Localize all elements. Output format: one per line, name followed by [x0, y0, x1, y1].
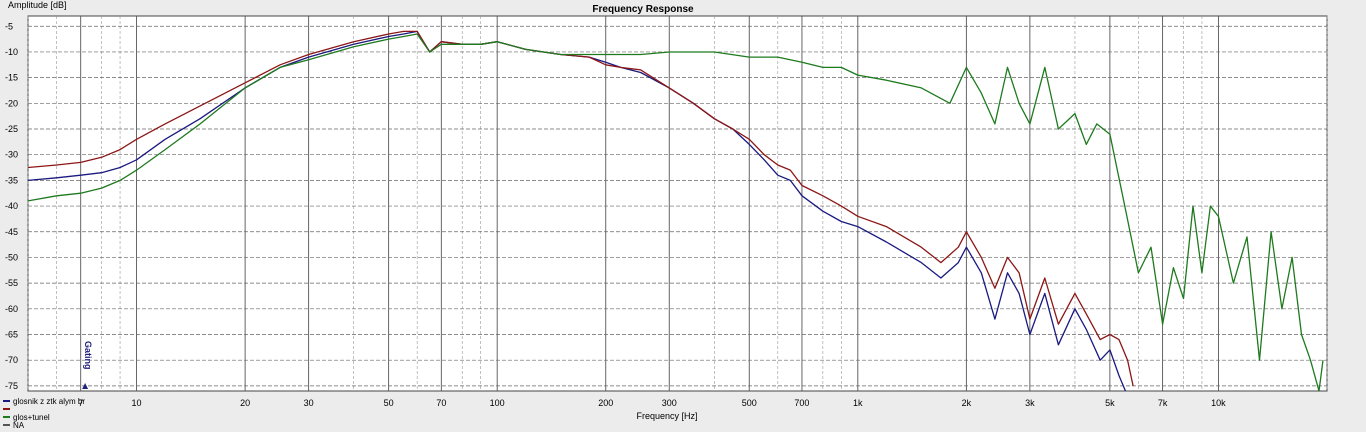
- y-tick-label: -30: [5, 150, 18, 160]
- minor-grid: [27, 16, 1328, 391]
- x-tick-label: 7k: [1158, 398, 1168, 408]
- y-tick-label: -70: [5, 355, 18, 365]
- major-grid: [28, 25, 1327, 387]
- y-tick-label: -5: [5, 21, 13, 31]
- y-tick-label: -20: [5, 98, 18, 108]
- y-axis-label: Amplitude [dB]: [8, 0, 67, 10]
- series-layer: [28, 30, 1324, 391]
- legend-label: glos+tunel: [13, 413, 50, 422]
- x-tick-label: 7: [78, 398, 83, 408]
- y-tick-label: -75: [5, 381, 18, 391]
- y-tick-label: -40: [5, 201, 18, 211]
- y-tick-label: -15: [5, 73, 18, 83]
- x-tick-label: 300: [662, 398, 677, 408]
- x-tick-label: 2k: [962, 398, 972, 408]
- x-tick-label: 500: [742, 398, 757, 408]
- series-line-2: [28, 30, 1134, 387]
- gating-label: Gating: [83, 341, 93, 370]
- x-tick-label: 200: [598, 398, 613, 408]
- gating-marker-icon: [82, 383, 89, 389]
- x-tick-label: 10k: [1211, 398, 1226, 408]
- x-tick-label: 5k: [1105, 398, 1115, 408]
- y-tick-label: -35: [5, 175, 18, 185]
- x-tick-labels: 7 10 20 30 50 70 100 200 300 500 700 1k 2k 3k 5k 7k 10k: [78, 398, 1226, 408]
- y-tick-label: -60: [5, 304, 18, 314]
- x-tick-label: 20: [240, 398, 250, 408]
- x-tick-label: 50: [384, 398, 394, 408]
- x-tick-label: 70: [436, 398, 446, 408]
- x-tick-label: 1k: [853, 398, 863, 408]
- y-tick-label: -45: [5, 227, 18, 237]
- plot-area: [27, 15, 1328, 392]
- annotations: Gating: [82, 341, 93, 389]
- x-axis-label: Frequency [Hz]: [636, 411, 697, 421]
- legend-label: glosnik z ztk alym br: [13, 397, 85, 406]
- chart-title: Frequency Response: [592, 4, 694, 15]
- y-tick-labels: -5 -10 -15 -20 -25 -30 -35 -40 -45 -50 -55 -60 -65 -7…: [5, 21, 18, 391]
- x-tick-label: 10: [132, 398, 142, 408]
- y-tick-label: -50: [5, 252, 18, 262]
- x-tick-label: 30: [304, 398, 314, 408]
- x-tick-label: 700: [794, 398, 809, 408]
- y-tick-label: -25: [5, 124, 18, 134]
- legend-label: NA: [13, 421, 25, 430]
- y-tick-label: -10: [5, 47, 18, 57]
- y-tick-label: -55: [5, 278, 18, 288]
- x-tick-label: 3k: [1025, 398, 1035, 408]
- y-tick-label: -65: [5, 329, 18, 339]
- series-line-3: [28, 33, 1324, 391]
- x-tick-label: 100: [490, 398, 505, 408]
